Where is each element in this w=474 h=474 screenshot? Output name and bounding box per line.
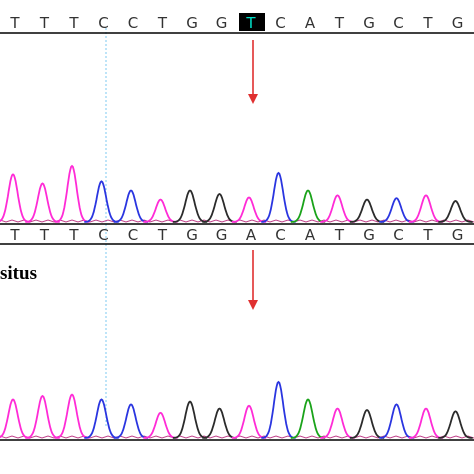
base-call-letter: C (275, 226, 285, 244)
base-call-letter: G (216, 14, 228, 32)
chromatogram-peak (438, 200, 473, 223)
chromatogram-peak (349, 198, 385, 223)
chromatogram-peak (202, 192, 237, 223)
base-call-letter: T (334, 14, 345, 32)
base-call-letter: T (157, 14, 168, 32)
chromatogram-peak (0, 398, 31, 439)
base-call-letter: T (245, 14, 256, 32)
base-call-letter: G (216, 226, 228, 244)
base-call-letter: G (186, 14, 198, 32)
base-call-letter: C (393, 226, 403, 244)
base-call-letter: G (452, 226, 464, 244)
chromatogram-peak (349, 408, 385, 439)
down-arrow-icon (248, 250, 258, 310)
base-call-letter: A (305, 226, 316, 244)
chromatogram-peak (84, 398, 119, 439)
chromatogram-peak (438, 410, 473, 439)
base-call-letter: G (363, 14, 375, 32)
base-call-letter: G (452, 14, 464, 32)
base-call-letter: A (246, 226, 257, 244)
chromatogram-peak (113, 189, 149, 223)
chromatogram-peak (172, 189, 208, 223)
base-call-letter: T (422, 14, 433, 32)
chromatogram-peak (25, 182, 60, 223)
chromatogram-peak (54, 164, 90, 223)
chromatogram-peak (84, 180, 119, 223)
chromatogram-peak (202, 407, 237, 439)
chromatogram-peak (379, 403, 414, 439)
chromatogram-peak (172, 400, 208, 439)
base-call-letter: T (157, 226, 168, 244)
chromatogram-trace (0, 380, 474, 439)
panel-label: situs (0, 263, 37, 284)
base-call-letter: G (363, 226, 375, 244)
chromatogram-peak (231, 404, 267, 439)
base-call-letter: G (186, 226, 198, 244)
chromatogram-peak (320, 407, 355, 439)
chromatogram-peak (290, 398, 326, 439)
base-call-letter: T (39, 14, 50, 32)
base-call-letter: C (98, 226, 108, 244)
chromatogram-peak (379, 197, 414, 223)
base-call-letter: T (68, 226, 79, 244)
chromatogram-peak (143, 198, 178, 223)
base-call-letter: A (305, 14, 316, 32)
chromatogram-peak (0, 173, 31, 223)
base-call-letter: T (9, 226, 20, 244)
chromatogram-peak (113, 403, 149, 439)
chromatogram-peak (54, 393, 90, 439)
base-call-letter: T (9, 14, 20, 32)
chromatogram-peak (290, 189, 326, 223)
base-call-letter: C (128, 14, 138, 32)
base-call-letter: C (275, 14, 285, 32)
chromatogram-trace (0, 164, 474, 223)
highlighted-base-box (239, 13, 265, 31)
base-call-letter: C (128, 226, 138, 244)
chromatogram-peak (320, 194, 355, 223)
chromatogram-peak (25, 394, 60, 439)
base-call-letter: C (98, 14, 108, 32)
chromatogram-peak (143, 411, 178, 439)
base-call-letter: T (68, 14, 79, 32)
chromatogram-peak (408, 194, 444, 223)
chromatogram-peak (408, 407, 444, 439)
chromatogram-peak (261, 380, 296, 439)
down-arrow-icon (248, 40, 258, 104)
chromatogram-peak (231, 196, 267, 223)
base-call-letter: T (334, 226, 345, 244)
base-call-letter: C (393, 14, 403, 32)
base-call-letter: T (422, 226, 433, 244)
chromatogram-peak (261, 171, 296, 223)
base-call-letter: T (39, 226, 50, 244)
